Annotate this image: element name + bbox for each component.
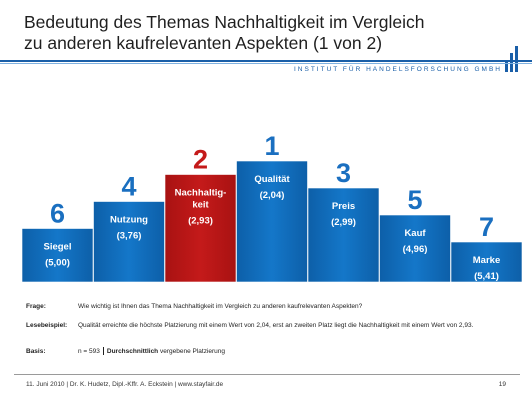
value-label-4: (2,04) — [260, 190, 285, 201]
bar-6 — [379, 214, 451, 283]
header-divider — [0, 60, 532, 62]
rank-label-2: 4 — [121, 172, 136, 202]
basis-text: n = 593 Durchschnittlich vergebene Platzi… — [78, 347, 498, 356]
rank-label-5: 3 — [336, 158, 351, 188]
lesebeispiel-label: Lesebeispiel: — [26, 322, 68, 329]
title-line-2: zu anderen kaufrelevanten Aspekten (1 vo… — [24, 33, 383, 53]
slide-title: Bedeutung des Themas Nachhaltigkeit im V… — [24, 12, 494, 54]
category-label-5: Preis — [332, 201, 355, 212]
category-label-7: Marke — [473, 255, 500, 266]
basis-bold: Durchschnittlich — [106, 348, 159, 355]
bar-4 — [236, 160, 308, 283]
bar-1 — [21, 228, 94, 283]
basis-rest: vergebene Platzierung — [158, 348, 226, 355]
rank-label-1: 6 — [50, 199, 65, 229]
value-label-3: (2,93) — [188, 216, 213, 227]
category-label-2: Nutzung — [110, 215, 148, 226]
footer-text: 11. Juni 2010 | Dr. K. Hudetz, Dipl.-Kff… — [26, 381, 224, 388]
value-label-2: (3,76) — [117, 231, 142, 242]
header-divider-thin — [0, 63, 532, 64]
institute-name: INSTITUT FÜR HANDELSFORSCHUNG GMBH — [294, 66, 502, 73]
basis-separator — [102, 347, 104, 356]
bar-5 — [307, 187, 380, 283]
bar-2 — [93, 201, 165, 283]
value-label-1: (5,00) — [45, 258, 70, 269]
lesebeispiel-text: Qualität erreichte die höchste Platzieru… — [78, 322, 474, 329]
title-line-1: Bedeutung des Themas Nachhaltigkeit im V… — [24, 12, 425, 32]
basis-sample-size: n = 593 — [78, 348, 100, 355]
value-label-6: (4,96) — [403, 244, 428, 255]
category-label-3-line-1: Nachhaltig- — [175, 188, 227, 199]
podium-bar-chart: 6 Siegel (5,00) 4 Nutzung (3,76) 2 Nachhaltig-k… — [21, 131, 523, 283]
rank-label-6: 5 — [407, 185, 422, 215]
bar-3 — [164, 174, 237, 283]
category-label-4: Qualität — [254, 174, 290, 185]
rank-label-4: 1 — [264, 131, 279, 161]
category-label-1: Siegel — [44, 242, 72, 253]
value-label-7: (5,41) — [474, 271, 499, 282]
value-label-5: (2,99) — [331, 217, 356, 228]
rank-label-3: 2 — [193, 145, 208, 175]
category-label-6: Kauf — [404, 228, 426, 239]
bar-7 — [450, 241, 523, 283]
page-number: 19 — [498, 381, 506, 388]
basis-label: Basis: — [26, 348, 46, 355]
frage-label: Frage: — [26, 303, 46, 310]
category-label-3-line-2: keit — [192, 200, 209, 211]
institute-logo-icon — [505, 46, 518, 72]
frage-text: Wie wichtig ist Ihnen das Thema Nachhalt… — [78, 303, 363, 310]
rank-label-7: 7 — [479, 212, 494, 242]
footer-divider — [14, 374, 520, 375]
